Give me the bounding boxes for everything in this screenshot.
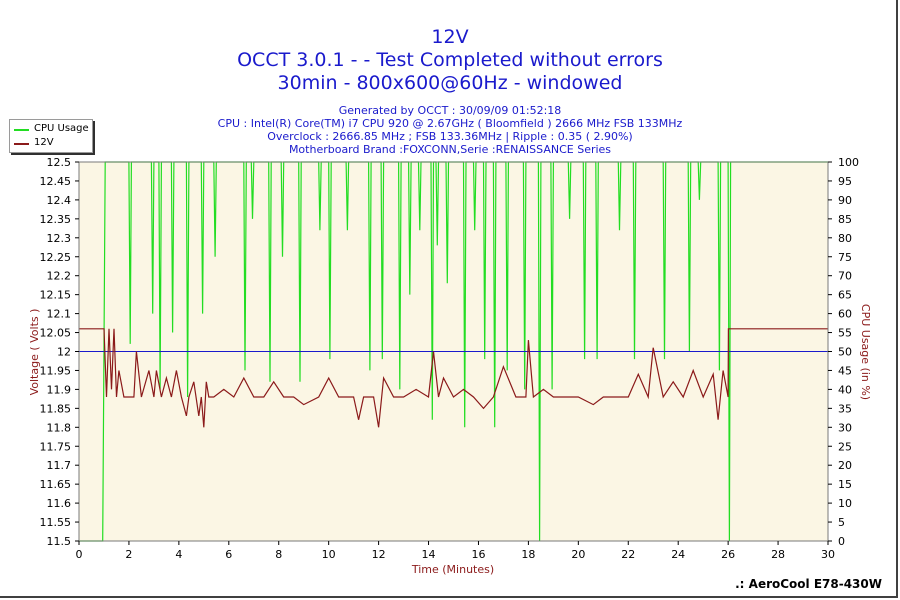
x-tick-label: 2 xyxy=(125,548,132,561)
y-axis-left-label: Voltage ( Volts ) xyxy=(28,309,41,396)
y-left-tick-label: 12.35 xyxy=(40,213,72,226)
x-tick-label: 12 xyxy=(372,548,386,561)
y-left-tick-label: 12.1 xyxy=(47,308,72,321)
legend-swatch-12v xyxy=(14,143,29,145)
y-right-tick-label: 100 xyxy=(838,156,859,169)
x-tick-label: 30 xyxy=(821,548,835,561)
info-generated: Generated by OCCT : 30/09/09 01:52:18 xyxy=(338,104,562,117)
series-12v-group xyxy=(79,328,828,428)
y-left-tick-label: 11.7 xyxy=(47,459,72,472)
plot-area xyxy=(79,162,828,541)
series-cpu-usage-line xyxy=(79,161,828,542)
x-tick-label: 20 xyxy=(571,548,585,561)
x-tick-label: 24 xyxy=(671,548,685,561)
series-12v-line xyxy=(79,328,828,428)
x-tick-label: 10 xyxy=(322,548,336,561)
y-left-tick-label: 12.2 xyxy=(47,270,72,283)
y-right-tick-label: 75 xyxy=(838,251,852,264)
y-right-tick-label: 65 xyxy=(838,289,852,302)
y-right-tick-label: 90 xyxy=(838,194,852,207)
chart-legend: CPU Usage 12V xyxy=(9,119,93,153)
x-tick-label: 22 xyxy=(621,548,635,561)
y-left-tick-label: 11.9 xyxy=(47,383,72,396)
y-left-tick-label: 11.65 xyxy=(40,478,72,491)
y-right-tick-label: 60 xyxy=(838,308,852,321)
y-axis-right-label: CPU Usage (in %) xyxy=(859,304,872,400)
y-right-tick-label: 40 xyxy=(838,383,852,396)
info-motherboard: Motherboard Brand :FOXCONN,Serie :RENAIS… xyxy=(288,143,612,156)
chart-subtitle-test-config: 30min - 800x600@60Hz - windowed xyxy=(277,72,623,94)
x-tick-label: 16 xyxy=(471,548,485,561)
y-right-tick-label: 35 xyxy=(838,402,852,415)
chart-subtitle-test-status: OCCT 3.0.1 - - Test Completed without er… xyxy=(237,49,663,71)
info-cpu: CPU : Intel(R) Core(TM) i7 CPU 920 @ 2.6… xyxy=(217,117,683,130)
y-right-tick-label: 30 xyxy=(838,421,852,434)
x-axis-label: Time (Minutes) xyxy=(411,563,494,576)
y-left-tick-label: 11.95 xyxy=(40,364,72,377)
y-left-tick-label: 11.55 xyxy=(40,516,72,529)
x-tick-label: 28 xyxy=(771,548,785,561)
y-left-tick-label: 12.25 xyxy=(40,251,72,264)
x-tick-label: 18 xyxy=(521,548,535,561)
y-right-tick-label: 55 xyxy=(838,327,852,340)
y-left-tick-label: 12.45 xyxy=(40,175,72,188)
y-right-tick-label: 95 xyxy=(838,175,852,188)
y-right-tick-label: 70 xyxy=(838,270,852,283)
plot-border xyxy=(78,161,829,542)
x-tick-label: 6 xyxy=(225,548,232,561)
x-tick-label: 4 xyxy=(175,548,182,561)
y-left-tick-label: 11.6 xyxy=(47,497,72,510)
y-right-tick-label: 10 xyxy=(838,497,852,510)
legend-label-cpu-usage: CPU Usage xyxy=(34,123,89,134)
y-left-tick-label: 12.05 xyxy=(40,327,72,340)
y-right-tick-label: 45 xyxy=(838,364,852,377)
series-cpu-usage-group xyxy=(79,161,828,542)
y-left-tick-label: 12 xyxy=(57,346,71,359)
y-right-tick-label: 25 xyxy=(838,440,852,453)
y-left-tick-label: 11.85 xyxy=(40,402,72,415)
info-overclock: Overclock : 2666.85 MHz ; FSB 133.36MHz … xyxy=(267,130,633,143)
legend-swatch-cpu-usage xyxy=(14,129,29,131)
y-left-tick-label: 12.5 xyxy=(47,156,72,169)
y-right-tick-label: 50 xyxy=(838,346,852,359)
y-right-tick-label: 0 xyxy=(838,535,845,548)
y-left-tick-label: 12.15 xyxy=(40,289,72,302)
y-left-tick-label: 11.75 xyxy=(40,440,72,453)
x-tick-label: 0 xyxy=(76,548,83,561)
y-right-tick-label: 15 xyxy=(838,478,852,491)
y-left-tick-label: 12.3 xyxy=(47,232,72,245)
y-left-tick-label: 12.4 xyxy=(47,194,72,207)
psu-brand-label: .: AeroCool E78-430W xyxy=(735,577,882,591)
y-right-tick-label: 80 xyxy=(838,232,852,245)
x-tick-label: 8 xyxy=(275,548,282,561)
legend-label-12v: 12V xyxy=(34,137,54,148)
x-tick-label: 14 xyxy=(422,548,436,561)
y-left-tick-label: 11.5 xyxy=(47,535,72,548)
chart-title: 12V xyxy=(431,26,469,48)
axes-group: 0 2 4 6 8 10 12 14 16 18 20 22 24 26 28 3011.511.5511.6… xyxy=(40,156,860,561)
y-left-tick-label: 11.8 xyxy=(47,421,72,434)
y-right-tick-label: 20 xyxy=(838,459,852,472)
x-tick-label: 26 xyxy=(721,548,735,561)
y-right-tick-label: 85 xyxy=(838,213,852,226)
y-right-tick-label: 5 xyxy=(838,516,845,529)
